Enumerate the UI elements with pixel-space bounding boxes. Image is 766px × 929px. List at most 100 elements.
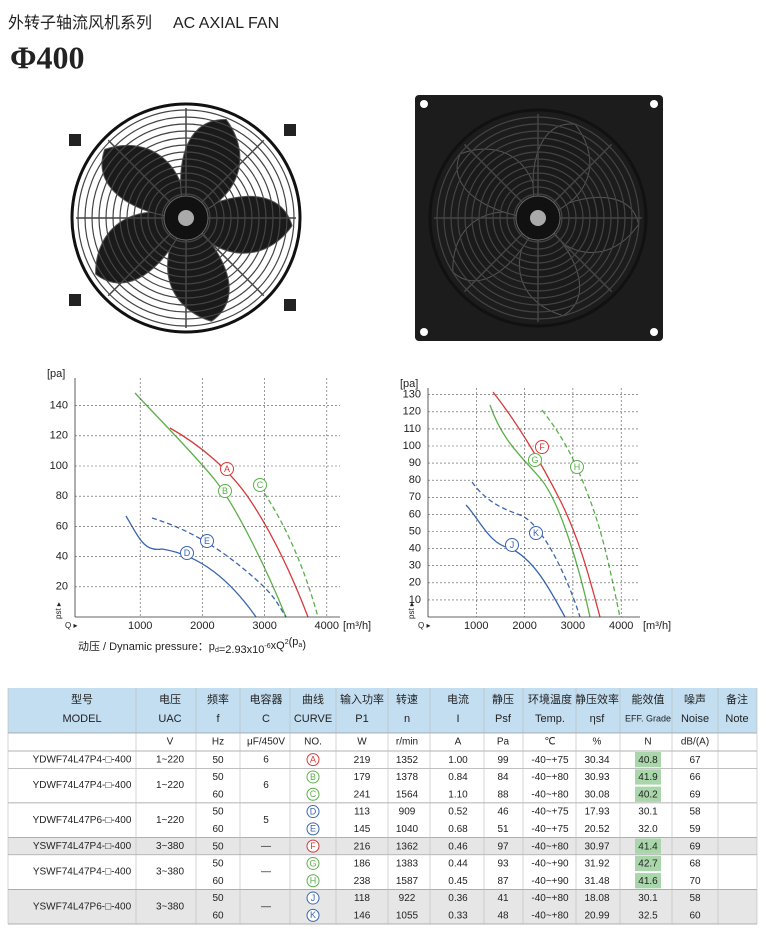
formula-part: 动压 / Dynamic pressure：p <box>78 640 215 653</box>
x-axis-symbol: Q ▸ <box>65 621 77 630</box>
y-axis-symbol: pst ▸ <box>407 602 416 619</box>
header-en: Psf <box>495 713 512 725</box>
curve-label-circle <box>218 484 232 498</box>
header-en: f <box>216 713 220 725</box>
cell: 145 <box>354 824 371 835</box>
mount-tab <box>284 299 296 311</box>
cell: 50 <box>212 841 224 852</box>
cell: 30.93 <box>584 772 609 783</box>
cell: 32.0 <box>638 824 658 835</box>
capacitor: — <box>261 867 271 878</box>
x-tick-label: 4000 <box>315 620 339 632</box>
cell: 1587 <box>396 876 419 887</box>
y-tick-label: 60 <box>56 520 68 532</box>
curve-label: E <box>204 536 210 546</box>
header-bg <box>8 688 757 733</box>
cell: 50 <box>212 755 224 766</box>
header-cn: 曲线 <box>302 692 324 706</box>
title-cn: 外转子轴流风机系列 <box>8 14 152 32</box>
capacitor: 6 <box>263 754 269 765</box>
cell: -40~+80 <box>531 893 569 904</box>
cell: 0.52 <box>448 807 468 818</box>
header-en: I <box>456 713 459 725</box>
x-tick-label: 1000 <box>128 620 152 632</box>
cell: 40.2 <box>638 789 658 800</box>
grade-highlight <box>635 838 661 854</box>
x-tick-label: 2000 <box>512 620 536 632</box>
y-tick-label: 100 <box>50 460 68 472</box>
header-cn: 噪声 <box>684 692 706 706</box>
formula-sup: -6 <box>264 643 270 650</box>
cell: 909 <box>399 807 416 818</box>
y-tick-label: 140 <box>50 400 68 412</box>
mount-hole <box>420 100 428 108</box>
formula-part: =2.93x10 <box>219 644 265 656</box>
voltage: 3~380 <box>156 867 185 878</box>
cell: 32.5 <box>638 910 658 921</box>
cell: -40~+75 <box>531 755 569 766</box>
header-cn: 电压 <box>159 693 181 706</box>
model: YSWF74L47P4-□-400 <box>33 841 132 852</box>
x-tick-label: 3000 <box>252 620 276 632</box>
cell: 60 <box>212 789 224 800</box>
row-shade <box>8 889 757 924</box>
cell: 113 <box>354 807 370 818</box>
y-unit: [pa] <box>400 378 418 390</box>
grade-highlight <box>635 855 661 872</box>
fan-blade <box>95 211 187 284</box>
header-en: CURVE <box>294 713 332 725</box>
header-cn: 频率 <box>207 692 229 706</box>
cell: 88 <box>497 789 509 800</box>
cell: 1040 <box>396 824 419 835</box>
grade-highlight <box>635 786 661 802</box>
hub-center <box>178 210 194 226</box>
curve-circle <box>306 874 320 888</box>
cell: 69 <box>689 841 701 852</box>
cell: 46 <box>497 807 509 818</box>
cell: 1055 <box>396 910 419 921</box>
cell: 58 <box>689 893 701 904</box>
cell: 58 <box>689 807 701 818</box>
curve-circle <box>306 891 320 905</box>
cell: 41 <box>497 893 509 904</box>
cell: 0.33 <box>448 910 468 921</box>
cell: G <box>309 858 316 868</box>
cell: -40~+90 <box>531 876 569 887</box>
cell: J <box>311 893 316 903</box>
grade-highlight <box>635 769 661 785</box>
header-cn: 电容器 <box>250 692 283 706</box>
header-cn: 电流 <box>447 692 469 706</box>
curve-label-circle <box>535 440 549 454</box>
x-axis-symbol: Q ▸ <box>418 621 430 630</box>
curve-circle <box>306 770 320 784</box>
x-tick-label: 3000 <box>561 620 585 632</box>
mount-tab <box>69 294 81 306</box>
y-tick-label: 60 <box>409 508 421 520</box>
curve-circle <box>306 822 320 836</box>
model: YDWF74L47P4-□-400 <box>33 780 132 791</box>
curve <box>541 409 621 618</box>
y-tick-label: 120 <box>50 430 68 442</box>
header-cn: 输入功率 <box>340 692 384 706</box>
curve-label: G <box>531 455 538 465</box>
y-tick-label: 20 <box>409 577 421 589</box>
header-en: Noise <box>681 713 709 725</box>
curve-circle <box>306 908 320 922</box>
cell: 1564 <box>396 789 419 800</box>
cell: 68 <box>689 859 701 870</box>
voltage: 3~380 <box>156 841 185 852</box>
unit: V <box>167 737 174 748</box>
formula-part: (p <box>289 636 299 648</box>
cell: 179 <box>354 772 371 783</box>
y-tick-label: 40 <box>409 543 421 555</box>
cell: 219 <box>354 755 371 766</box>
cell: 0.44 <box>448 859 468 870</box>
y-tick-label: 130 <box>403 389 421 401</box>
cell: 922 <box>399 893 416 904</box>
formula-sup: 2 <box>285 639 289 646</box>
cell: 48 <box>497 910 509 921</box>
model: YSWF74L47P4-□-400 <box>33 867 132 878</box>
cell: 60 <box>689 910 701 921</box>
cell: 241 <box>354 789 371 800</box>
header-cn: 型号 <box>71 692 93 706</box>
